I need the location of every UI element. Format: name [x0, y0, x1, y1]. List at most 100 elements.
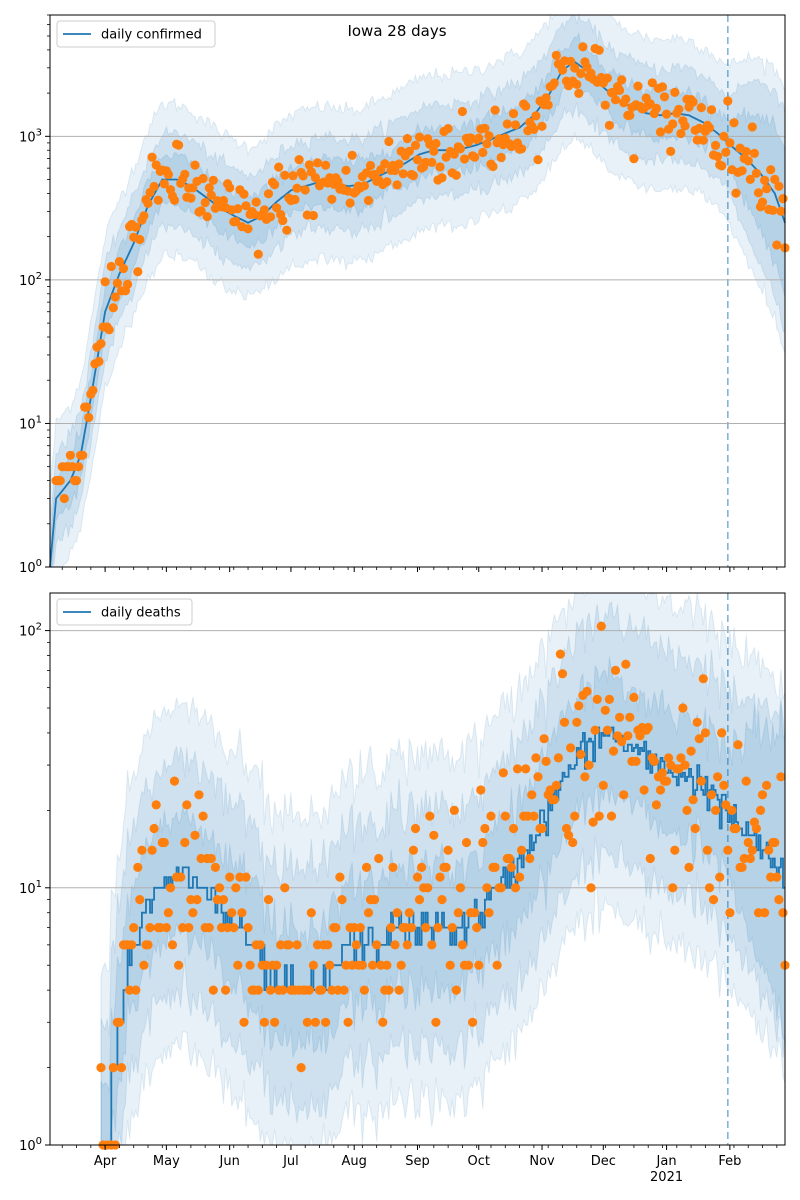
- confirmed-x-axis: [61, 567, 778, 572]
- data-point: [378, 1017, 388, 1027]
- data-point: [455, 883, 465, 893]
- data-point: [153, 195, 163, 205]
- data-point: [429, 830, 439, 840]
- data-point: [298, 171, 308, 181]
- data-point: [696, 776, 706, 786]
- data-point: [114, 1017, 124, 1027]
- data-point: [335, 872, 345, 882]
- data-point: [602, 73, 613, 83]
- data-point: [108, 303, 118, 313]
- data-point: [274, 162, 284, 172]
- data-point: [106, 261, 116, 272]
- data-point: [725, 908, 735, 918]
- data-point: [186, 193, 196, 203]
- data-point: [745, 174, 755, 184]
- data-point: [537, 121, 547, 131]
- data-point: [404, 146, 414, 156]
- data-point: [292, 183, 302, 193]
- data-point: [533, 155, 543, 165]
- data-point: [515, 872, 525, 882]
- data-point: [539, 734, 549, 744]
- data-point: [443, 845, 453, 855]
- data-point: [604, 120, 615, 130]
- data-point: [280, 170, 290, 180]
- data-point: [147, 845, 157, 855]
- data-point: [182, 800, 192, 810]
- data-point: [194, 790, 204, 800]
- data-point: [723, 96, 733, 106]
- data-point: [657, 82, 668, 92]
- data-point: [65, 450, 75, 460]
- data-point: [768, 205, 778, 215]
- data-point: [757, 790, 768, 800]
- data-point: [670, 845, 680, 855]
- data-point: [727, 805, 737, 816]
- data-point: [664, 753, 674, 763]
- data-point: [359, 181, 369, 191]
- data-point: [451, 985, 461, 995]
- data-point: [321, 1017, 331, 1027]
- data-point: [639, 785, 649, 795]
- x-tick-label: Jan: [656, 1154, 677, 1169]
- data-point: [229, 923, 239, 933]
- data-point: [310, 1017, 320, 1027]
- data-point: [508, 109, 519, 119]
- data-point: [137, 845, 147, 855]
- data-point: [529, 811, 539, 821]
- data-point: [145, 923, 155, 933]
- data-point: [508, 823, 519, 834]
- data-point: [265, 212, 276, 222]
- data-point: [531, 111, 541, 121]
- data-point: [766, 165, 776, 175]
- data-point: [657, 768, 668, 778]
- deaths-legend: daily deaths: [56, 598, 193, 626]
- data-point: [204, 183, 214, 193]
- x-year-label: 2021: [650, 1170, 683, 1185]
- data-point: [586, 883, 596, 893]
- data-point: [755, 805, 766, 816]
- data-point: [427, 157, 437, 167]
- data-point: [747, 122, 757, 132]
- data-point: [74, 462, 84, 472]
- data-point: [617, 75, 627, 85]
- data-point: [131, 222, 141, 232]
- data-point: [143, 940, 153, 950]
- data-point: [159, 837, 169, 848]
- data-point: [774, 895, 784, 905]
- data-point: [662, 109, 672, 119]
- data-point: [615, 85, 625, 95]
- data-point: [711, 805, 721, 816]
- data-point: [437, 895, 447, 905]
- x-tick-label: Nov: [529, 1154, 555, 1169]
- data-point: [402, 134, 412, 144]
- data-point: [270, 1017, 280, 1027]
- y-tick-label: 101: [19, 414, 42, 432]
- data-point: [474, 960, 484, 970]
- data-point: [167, 940, 178, 950]
- data-point: [568, 837, 578, 848]
- data-point: [629, 154, 639, 164]
- data-point: [617, 737, 627, 747]
- data-point: [414, 895, 425, 905]
- data-point: [323, 940, 333, 950]
- data-point: [447, 923, 457, 933]
- data-point: [372, 940, 382, 950]
- data-point: [384, 136, 394, 147]
- data-point: [445, 960, 455, 970]
- data-point: [294, 155, 304, 165]
- data-point: [470, 152, 480, 162]
- data-point: [512, 764, 523, 774]
- data-point: [478, 147, 488, 158]
- data-point: [380, 159, 390, 169]
- data-point: [600, 100, 610, 110]
- data-point: [476, 785, 486, 795]
- data-point: [198, 811, 208, 821]
- data-point: [737, 862, 747, 873]
- data-point: [392, 908, 402, 918]
- data-point: [527, 790, 537, 800]
- x-tick-label: Feb: [718, 1154, 741, 1169]
- data-point: [431, 1017, 441, 1027]
- data-point: [184, 923, 194, 933]
- data-point: [574, 88, 584, 98]
- data-point: [711, 140, 721, 150]
